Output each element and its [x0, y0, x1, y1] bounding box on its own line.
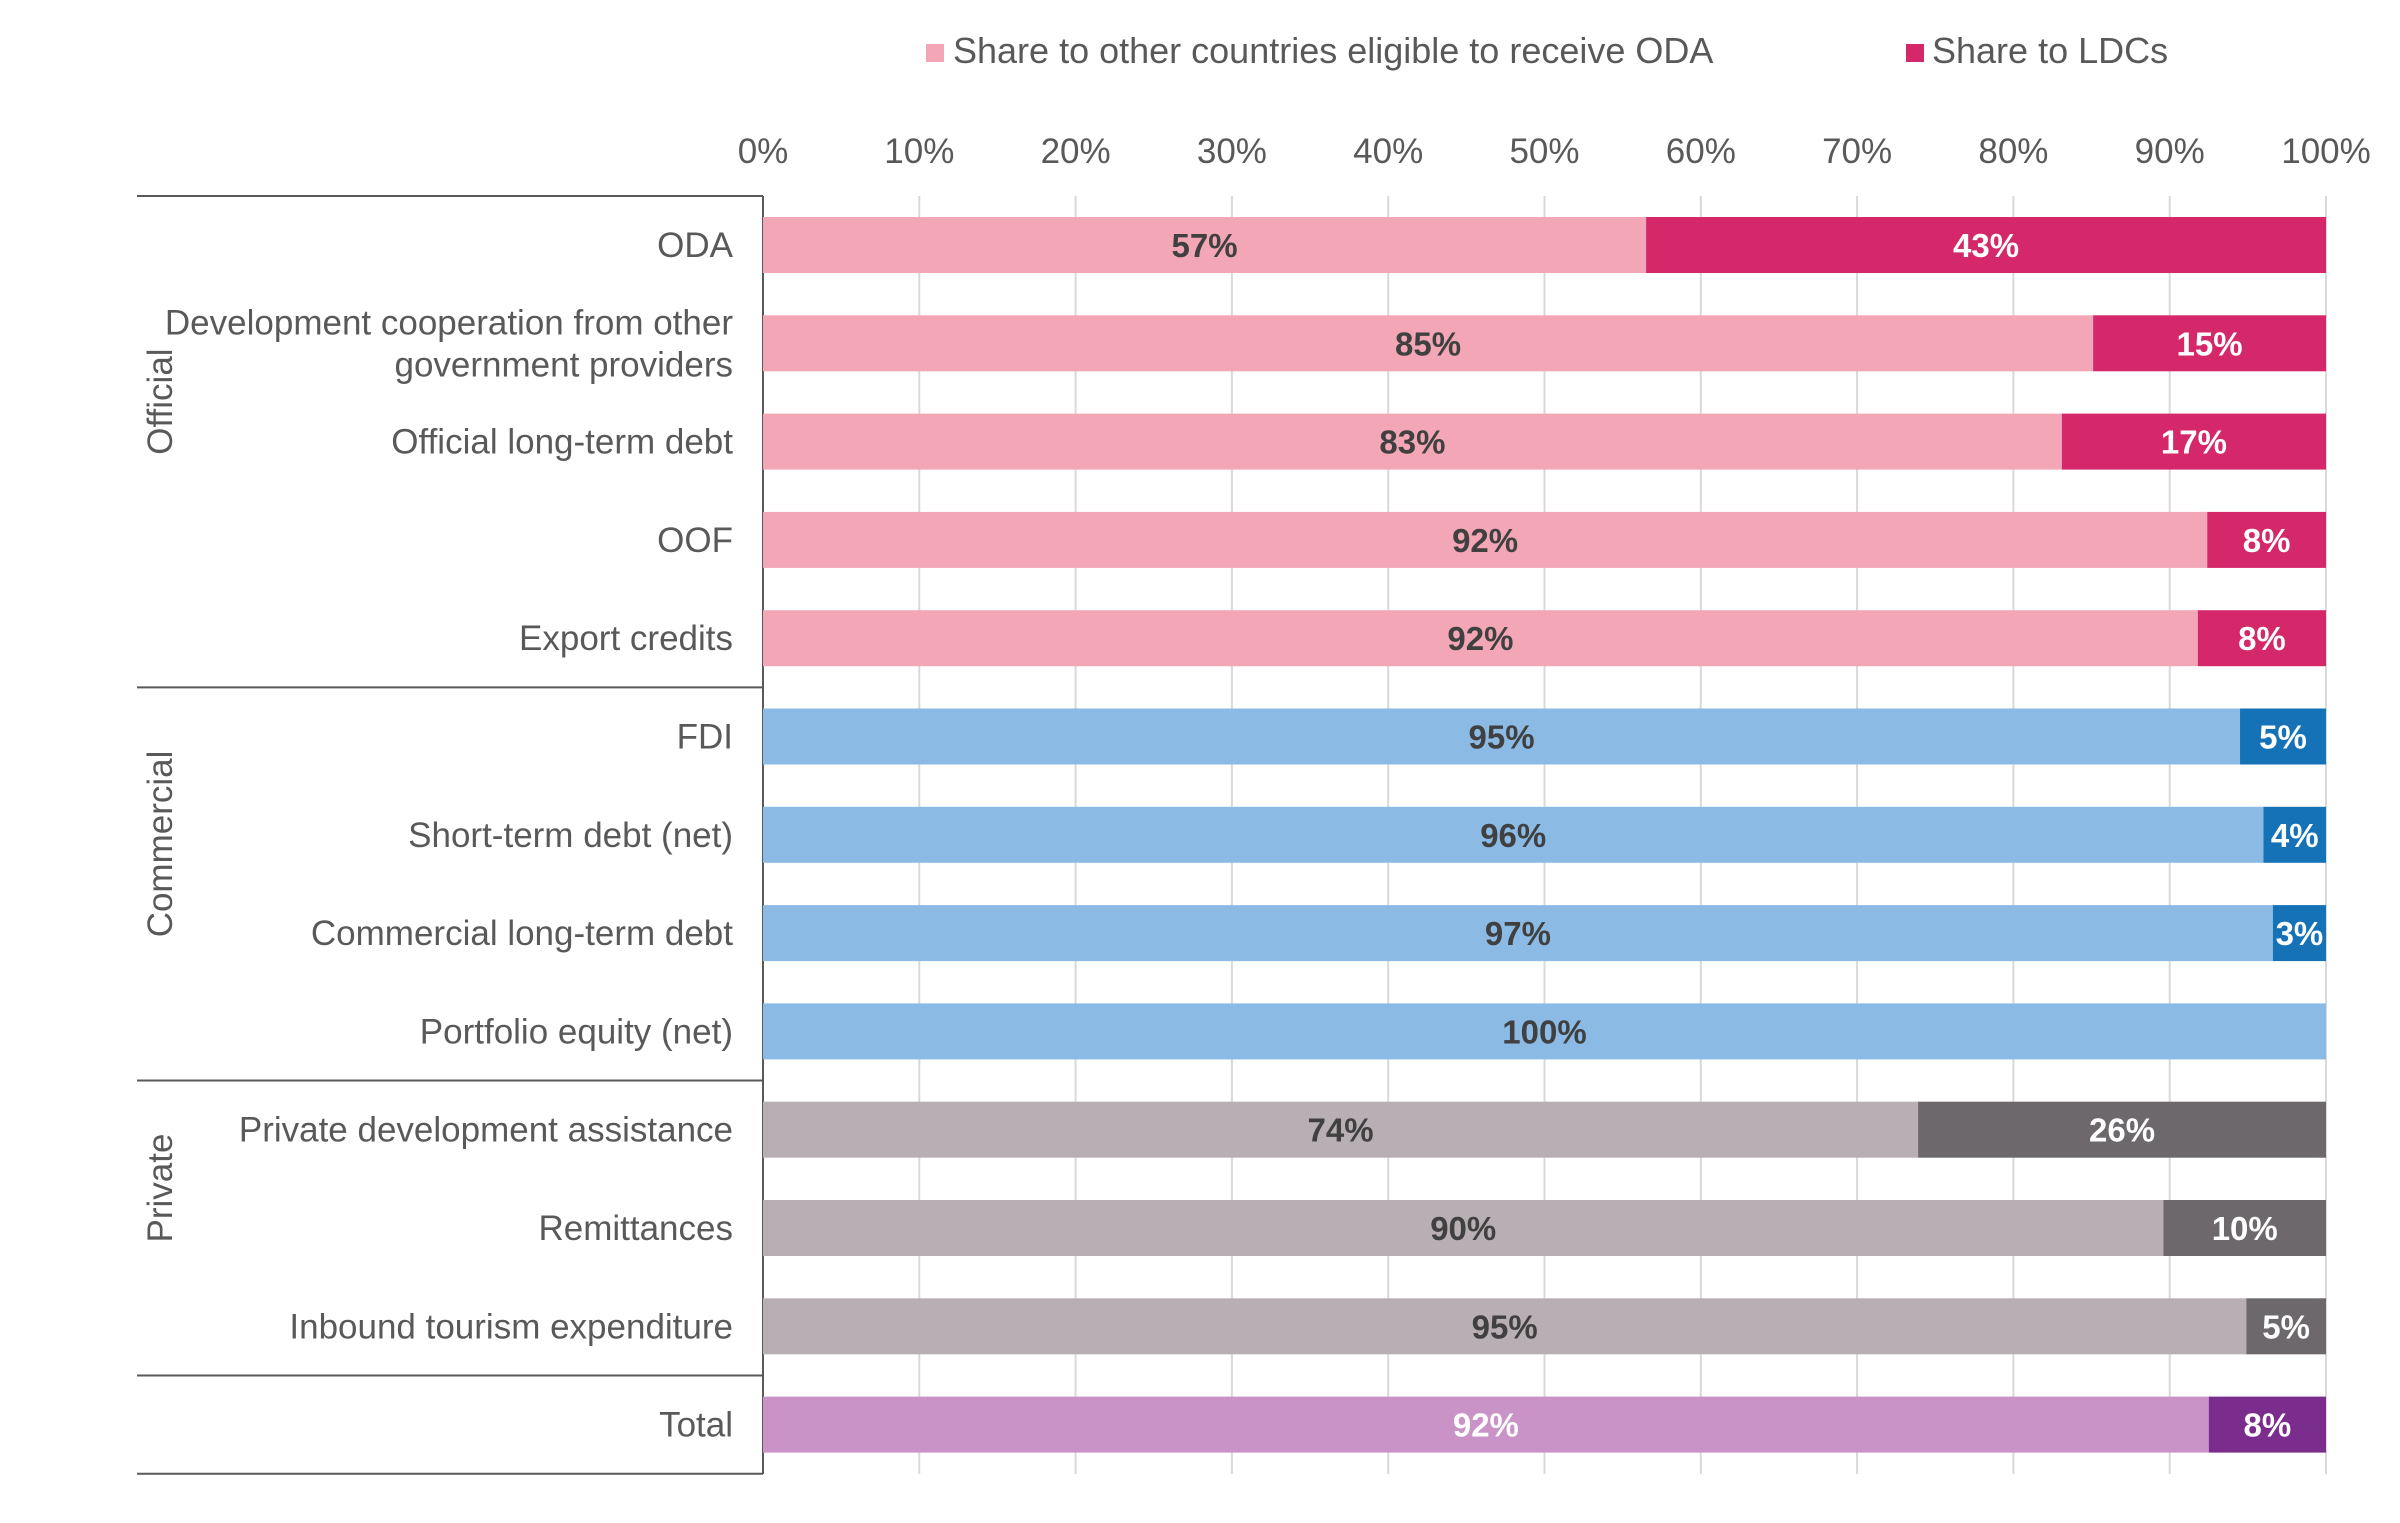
x-tick-label: 30% [1197, 132, 1267, 171]
category-label: Official long-term debt [391, 423, 733, 462]
category-label: Total [659, 1406, 733, 1445]
value-label-ldc: 4% [2271, 817, 2319, 854]
x-tick-label: 40% [1353, 132, 1423, 171]
value-label-other: 95% [1468, 719, 1534, 756]
value-label-other: 85% [1395, 325, 1461, 362]
bar-segment-other [763, 217, 1647, 273]
bar-segment-other [763, 1298, 2247, 1355]
x-tick-label: 60% [1666, 132, 1736, 171]
bar-segment-ldc [1918, 1101, 2326, 1158]
bar-segment-ldc [1646, 217, 2326, 273]
bar-segment-ldc [2208, 1396, 2326, 1453]
x-tick-label: 10% [884, 132, 954, 171]
bar-segment-other [763, 511, 2208, 568]
value-label-ldc: 10% [2212, 1210, 2278, 1247]
x-tick-label: 100% [2281, 132, 2371, 171]
value-label-ldc: 5% [2262, 1308, 2310, 1345]
value-label-other: 97% [1485, 915, 1551, 952]
bar-segment-ldc [2207, 511, 2326, 568]
category-label: Commercial long-term debt [311, 914, 733, 953]
value-label-other: 96% [1480, 817, 1546, 854]
value-label-ldc: 17% [2161, 424, 2227, 461]
bar-segment-other [763, 1200, 2164, 1256]
bar-segment-other [763, 315, 2094, 372]
bar-segment-other [763, 1003, 2326, 1060]
legend-swatch-other [926, 44, 944, 62]
bar-segment-ldc [2061, 413, 2326, 470]
value-label-ldc: 26% [2089, 1112, 2155, 1149]
value-label-ldc: 8% [2244, 1407, 2292, 1444]
x-tick-label: 80% [1978, 132, 2048, 171]
category-label: Inbound tourism expenditure [289, 1307, 733, 1346]
category-label: Export credits [519, 619, 733, 658]
x-tick-label: 20% [1041, 132, 1111, 171]
legend-label-ldc: Share to LDCs [1932, 30, 2168, 71]
value-label-other: 92% [1452, 522, 1518, 559]
value-label-ldc: 5% [2259, 719, 2307, 756]
bar-segment-ldc [2197, 610, 2326, 667]
bar-segment-other [763, 806, 2264, 863]
value-label-other: 92% [1453, 1407, 1519, 1444]
x-axis-ticks: 0% 10% 20% 30% 40% 50% 60% 70% 80% 90% 100% [738, 132, 2371, 171]
bar-segment-other [763, 413, 2062, 470]
category-label: Private development assistance [239, 1111, 733, 1150]
bar-segment-ldc [2263, 806, 2326, 863]
value-label-ldc: 15% [2177, 325, 2243, 362]
x-tick-label: 0% [738, 132, 789, 171]
value-label-other: 90% [1430, 1210, 1496, 1247]
bar-segment-ldc [2246, 1298, 2326, 1355]
category-label: OOF [657, 521, 733, 560]
category-label: Short-term debt (net) [408, 816, 733, 855]
x-tick-label: 50% [1509, 132, 1579, 171]
value-labels: 57% 43% 85% 15% 83% 17% 92% 8% 92% 8% 95% 5% 96% 4% 97… [1172, 227, 2324, 1444]
value-label-other: 92% [1447, 620, 1513, 657]
bar-segment-ldc [2163, 1200, 2326, 1256]
legend: Share to other countries eligible to rec… [926, 30, 2168, 71]
legend-label-other: Share to other countries eligible to rec… [953, 30, 1713, 71]
bar-segment-other [763, 708, 2241, 765]
bar-segment-ldc [2272, 905, 2326, 962]
category-labels: ODA Development cooperation from other gov… [165, 226, 734, 1445]
group-labels: Official Commercial Private [141, 348, 180, 1242]
value-label-other: 74% [1307, 1112, 1373, 1149]
group-label: Private [141, 1134, 180, 1243]
category-label: ODA [657, 226, 734, 265]
value-label-other: 83% [1379, 424, 1445, 461]
group-label: Commercial [141, 751, 180, 938]
x-tick-label: 70% [1822, 132, 1892, 171]
bar-segment-ldc [2093, 315, 2326, 372]
bar-segment-other [763, 1101, 1919, 1158]
value-label-ldc: 3% [2276, 915, 2324, 952]
bar-segment-other [763, 1396, 2209, 1453]
value-label-ldc: 8% [2238, 620, 2286, 657]
category-label: Remittances [538, 1209, 733, 1248]
category-label: FDI [677, 718, 733, 757]
group-label: Official [141, 348, 180, 454]
value-label-ldc: 8% [2243, 522, 2291, 559]
value-label-other: 95% [1472, 1308, 1538, 1345]
legend-swatch-ldc [1906, 44, 1924, 62]
value-label-other: 57% [1172, 227, 1238, 264]
bar-segment-other [763, 610, 2198, 667]
category-label: Development cooperation from other govern… [165, 303, 733, 384]
value-label-ldc: 43% [1953, 227, 2019, 264]
category-frame [137, 195, 764, 1475]
x-tick-label: 90% [2135, 132, 2205, 171]
bar-segment-other [763, 905, 2273, 962]
bar-segment-ldc [2240, 708, 2326, 765]
category-label: Portfolio equity (net) [420, 1012, 733, 1051]
bars [763, 217, 2326, 1453]
value-label-other: 100% [1502, 1013, 1586, 1050]
